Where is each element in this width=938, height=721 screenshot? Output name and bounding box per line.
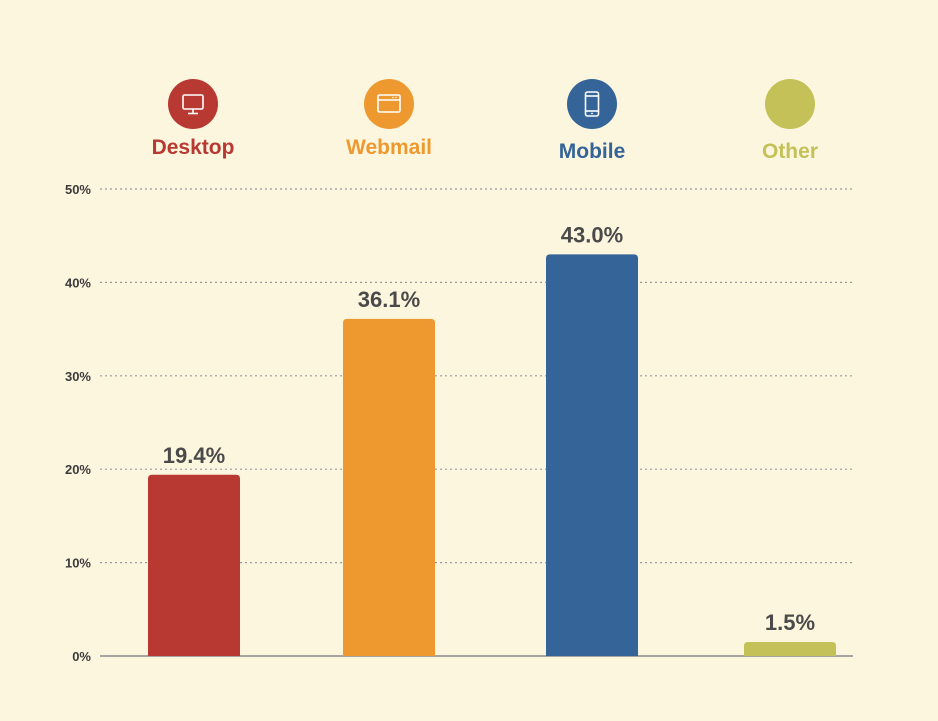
y-tick-label: 10% xyxy=(65,556,91,571)
y-axis: 0% 10% 20% 30% 40% 50% xyxy=(65,182,91,664)
legend-label-webmail: Webmail xyxy=(346,136,432,159)
bar-webmail xyxy=(343,318,435,656)
desktop-monitor-icon xyxy=(182,94,204,115)
y-tick-label: 0% xyxy=(72,649,91,664)
y-tick-label: 30% xyxy=(65,369,91,384)
bar-mobile xyxy=(546,254,638,656)
bar-other xyxy=(744,641,836,656)
legend-item-mobile: Mobile xyxy=(559,79,626,163)
bar-desktop xyxy=(148,474,240,656)
legend-circle xyxy=(765,79,815,129)
bars xyxy=(148,254,836,656)
y-tick-label: 40% xyxy=(65,275,91,290)
y-tick-label: 50% xyxy=(65,182,91,197)
legend-item-other: Other xyxy=(762,79,818,163)
legend-circle xyxy=(364,79,414,129)
value-label-mobile: 43.0% xyxy=(561,222,623,247)
legend-item-desktop: Desktop xyxy=(152,79,235,159)
y-tick-label: 20% xyxy=(65,462,91,477)
legend-label-desktop: Desktop xyxy=(152,136,235,159)
legend-label-other: Other xyxy=(762,140,818,163)
data-labels: 19.4% 36.1% 43.0% 1.5% xyxy=(163,222,815,635)
value-label-webmail: 36.1% xyxy=(358,287,420,312)
value-label-other: 1.5% xyxy=(765,610,815,635)
legend-circle xyxy=(168,79,218,129)
browser-window-icon xyxy=(377,94,401,113)
legend-item-webmail: Webmail xyxy=(346,79,432,159)
legend-label-mobile: Mobile xyxy=(559,140,626,163)
mobile-phone-icon xyxy=(584,91,600,117)
legend: Desktop Webmail Mobile Other xyxy=(152,79,818,163)
value-label-desktop: 19.4% xyxy=(163,443,225,468)
legend-circle xyxy=(567,79,617,129)
